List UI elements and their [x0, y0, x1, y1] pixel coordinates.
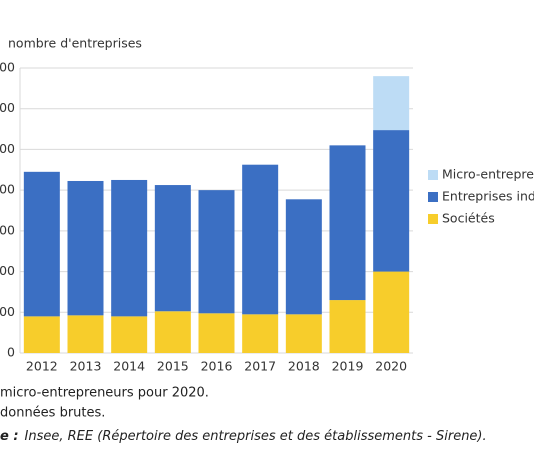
note: données brutes. — [0, 406, 105, 421]
legend-swatch — [428, 192, 438, 202]
bar-segment — [285, 314, 322, 353]
bar-segment — [373, 130, 410, 272]
note: micro-entrepreneurs pour 2020. — [0, 386, 209, 401]
y-tick-label: 800 — [0, 182, 15, 197]
x-tick-label: 2017 — [244, 359, 276, 374]
legend-label: Sociétés — [442, 211, 495, 226]
x-tick-label: 2016 — [201, 359, 233, 374]
x-tick-label: 2012 — [26, 359, 58, 374]
y-tick-label: 0 — [7, 345, 15, 360]
bar-segment — [198, 313, 235, 353]
y-tick-label: 200 — [0, 304, 15, 319]
bar-segment — [154, 185, 191, 312]
x-tick-label: 2014 — [113, 359, 145, 374]
y-tick-label: 200 — [0, 100, 15, 115]
legend-label: Micro-entrepreneu — [442, 167, 534, 182]
bar-segment — [285, 199, 322, 315]
bar-segment — [373, 271, 410, 353]
y-tick-label: 600 — [0, 222, 15, 237]
legend-swatch — [428, 214, 438, 224]
bar-segment — [329, 145, 366, 301]
y-tick-label: 400 — [0, 263, 15, 278]
bar-segment — [23, 171, 60, 317]
bar-segment — [329, 300, 366, 353]
bar-segment — [242, 314, 279, 353]
legend-label: Entreprises indivi — [442, 189, 534, 204]
bar-segment — [373, 76, 410, 131]
y-axis-title: nombre d'entreprises — [8, 36, 142, 51]
bar-segment — [23, 316, 60, 353]
x-tick-label: 2013 — [70, 359, 102, 374]
y-tick-label: 000 — [0, 141, 15, 156]
bar-segment — [67, 315, 104, 353]
bar-segment — [111, 179, 148, 317]
source-text: Insee, REE (Répertoire des entreprises e… — [25, 429, 487, 444]
source-label: e : — [0, 429, 19, 444]
x-tick-label: 2018 — [288, 359, 320, 374]
x-tick-label: 2019 — [332, 359, 364, 374]
y-tick-label: 400 — [0, 60, 15, 75]
x-tick-label: 2015 — [157, 359, 189, 374]
bar-segment — [198, 190, 235, 314]
legend-swatch — [428, 170, 438, 180]
bar-segment — [154, 311, 191, 353]
source: e : Insee, REE (Répertoire des entreprise… — [0, 429, 487, 444]
bar-segment — [111, 316, 148, 353]
bar-segment — [242, 164, 279, 315]
x-tick-label: 2020 — [375, 359, 407, 374]
bar-segment — [67, 180, 104, 316]
